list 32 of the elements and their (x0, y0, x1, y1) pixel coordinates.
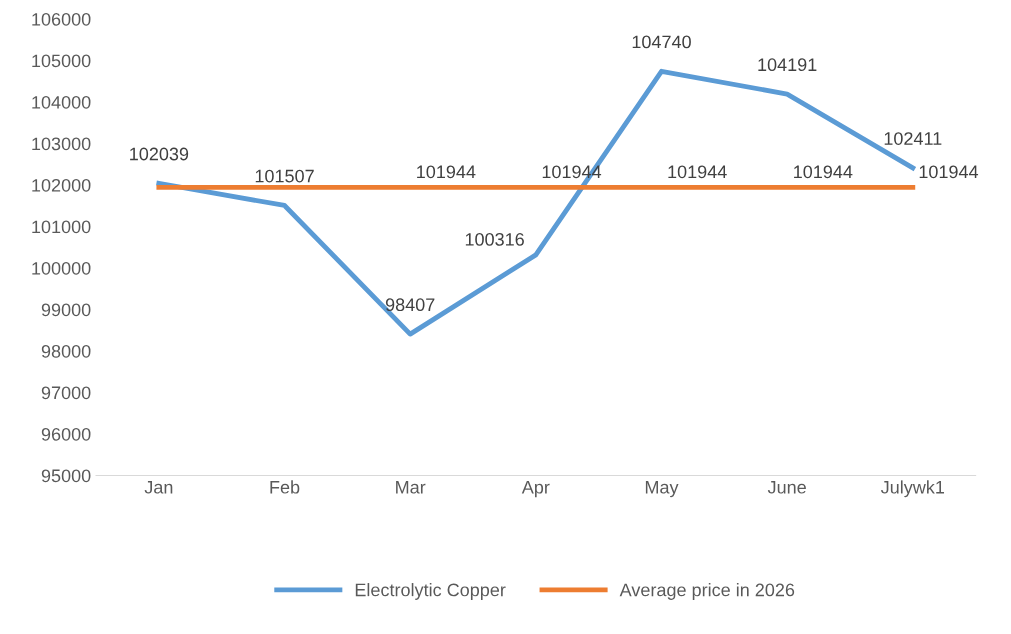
data-label: 101944 (417, 165, 476, 179)
data-label: 102411 (884, 132, 942, 145)
y-tick-label: 96000 (41, 427, 91, 441)
x-tick-label: Jan (144, 481, 173, 494)
y-tick-label: 95000 (41, 469, 91, 483)
legend-label: Average price in 2026 (619, 583, 795, 600)
data-label: 104740 (632, 35, 691, 49)
y-tick-label: 98000 (41, 344, 91, 358)
y-tick-label: 103000 (32, 137, 91, 151)
y-tick-label: 99000 (41, 303, 91, 317)
data-label: 102039 (130, 147, 189, 161)
y-tick-label: 105000 (32, 54, 91, 68)
y-tick-label: 101000 (32, 220, 91, 234)
y-tick-label: 106000 (32, 12, 91, 26)
data-label: 100316 (465, 232, 524, 246)
legend-label: Electrolytic Copper (355, 583, 506, 600)
x-tick-label: Mar (396, 481, 426, 494)
data-label: 101944 (919, 165, 979, 179)
y-tick-label: 97000 (41, 386, 91, 400)
x-tick-label: June (767, 481, 806, 494)
data-label: 104191 (758, 58, 817, 72)
data-label: 101507 (255, 169, 314, 183)
x-tick-label: May (645, 481, 679, 498)
x-tick-label: Feb (270, 480, 300, 494)
y-tick-label: 104000 (32, 95, 91, 109)
y-tick-label: 102000 (32, 178, 91, 192)
x-tick-label: Julywk1 (880, 480, 945, 498)
y-tick-label: 100000 (32, 261, 91, 275)
data-label: 101944 (668, 165, 727, 179)
data-label: 98407 (385, 298, 435, 312)
x-tick-label: Apr (521, 481, 550, 498)
data-label: 101944 (794, 165, 853, 179)
